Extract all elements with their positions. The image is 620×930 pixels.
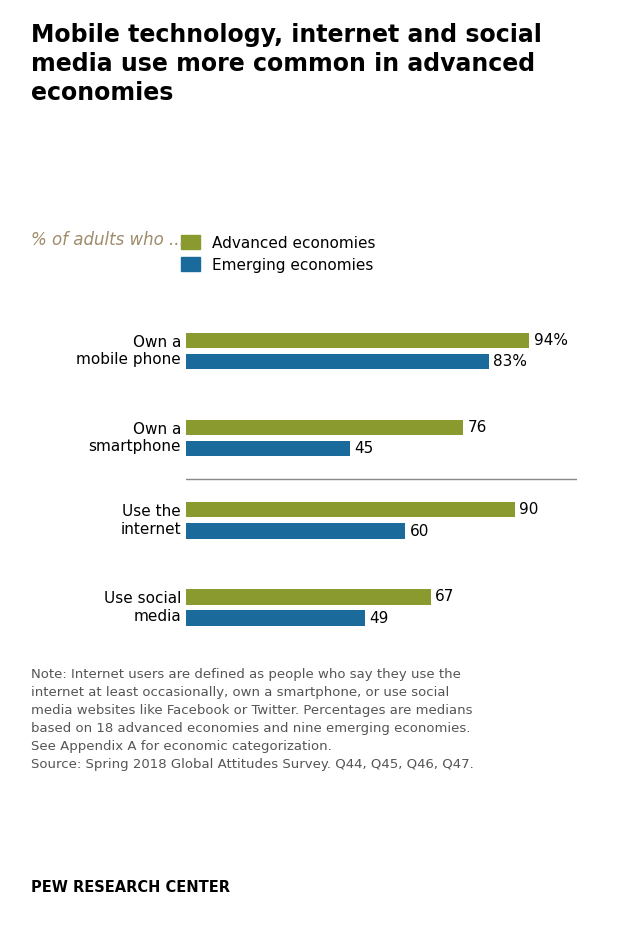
Bar: [186, 441, 350, 457]
Text: 49: 49: [370, 611, 389, 626]
Bar: [186, 610, 365, 626]
Text: 94%: 94%: [534, 333, 567, 348]
Bar: [186, 419, 463, 435]
Bar: [186, 589, 430, 605]
Text: Own a
smartphone: Own a smartphone: [89, 422, 181, 455]
Text: 67: 67: [435, 590, 454, 604]
Text: Use social
media: Use social media: [104, 591, 181, 624]
Text: 83%: 83%: [494, 354, 528, 369]
Text: 45: 45: [355, 441, 374, 457]
Text: % of adults who ...: % of adults who ...: [31, 231, 185, 248]
Text: 76: 76: [468, 420, 487, 435]
Legend: Advanced economies, Emerging economies: Advanced economies, Emerging economies: [181, 235, 375, 272]
Text: Mobile technology, internet and social
media use more common in advanced
economi: Mobile technology, internet and social m…: [31, 23, 542, 105]
Text: Use the
internet: Use the internet: [120, 504, 181, 537]
Bar: [186, 333, 529, 348]
Text: 90: 90: [519, 502, 538, 517]
Bar: [186, 502, 515, 517]
Text: PEW RESEARCH CENTER: PEW RESEARCH CENTER: [31, 880, 230, 895]
Text: Own a
mobile phone: Own a mobile phone: [76, 335, 181, 367]
Bar: [186, 354, 489, 369]
Text: 60: 60: [409, 524, 429, 538]
Bar: [186, 524, 405, 538]
Text: Note: Internet users are defined as people who say they use the
internet at leas: Note: Internet users are defined as peop…: [31, 668, 474, 771]
